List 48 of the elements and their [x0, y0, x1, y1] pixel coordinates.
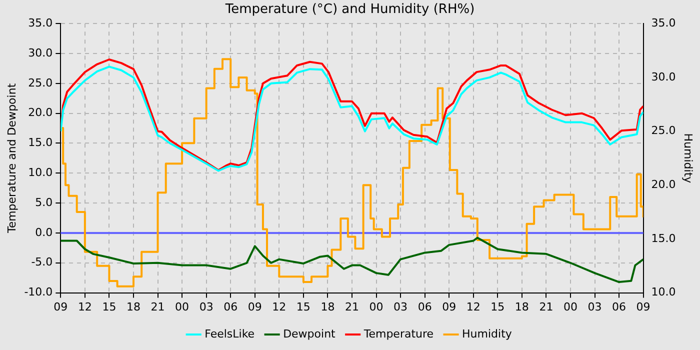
y-tick-label: 30.0 [28, 46, 53, 60]
x-tick-label: 03 [588, 300, 602, 314]
y2-axis-title: Humidity [682, 133, 695, 184]
y-tick-label: 20.0 [28, 106, 53, 120]
x-tick-label: 09 [636, 300, 650, 314]
y-tick-label: 10.0 [28, 166, 53, 180]
legend-label: Temperature [362, 327, 434, 340]
y2-tick-label: 10.0 [651, 286, 676, 299]
x-tick-label: 15 [102, 300, 116, 314]
legend-label: Humidity [462, 327, 512, 340]
x-tick-label: 12 [466, 300, 480, 314]
chart-title: Temperature (°C) and Humidity (RH%) [224, 2, 475, 18]
x-tick-label: 06 [418, 300, 432, 314]
x-tick-label: 21 [539, 300, 554, 314]
y2-tick-label: 20.0 [651, 178, 676, 191]
x-tick-label: 12 [272, 300, 286, 314]
x-tick-label: 18 [126, 300, 140, 314]
x-tick-label: 09 [54, 300, 68, 314]
y-tick-label: 0.0 [35, 226, 53, 239]
x-tick-label: 03 [199, 300, 214, 314]
x-tick-label: 00 [563, 300, 578, 314]
y2-tick-label: 30.0 [651, 70, 676, 84]
x-tick-label: 06 [224, 300, 238, 314]
y-tick-label: 35.0 [28, 16, 53, 30]
y-tick-label: -10.0 [24, 286, 53, 299]
y-tick-label: 25.0 [28, 76, 53, 90]
y-tick-label: 5.0 [35, 196, 53, 209]
y-tick-label: -5.0 [31, 256, 53, 269]
y2-tick-label: 15.0 [651, 232, 676, 245]
legend-label: Dewpoint [283, 327, 336, 340]
x-tick-label: 12 [78, 300, 92, 314]
x-tick-label: 03 [394, 300, 408, 314]
x-tick-label: 09 [442, 300, 456, 314]
x-tick-label: 15 [296, 300, 310, 314]
x-tick-label: 18 [514, 300, 529, 314]
legend-label: FeelsLike [204, 327, 255, 340]
x-tick-label: 00 [175, 300, 190, 314]
x-tick-label: 21 [344, 300, 359, 314]
x-tick-label: 21 [150, 300, 165, 314]
x-tick-label: 06 [612, 300, 626, 314]
x-tick-label: 18 [320, 300, 335, 314]
y2-tick-label: 25.0 [651, 124, 676, 138]
x-tick-label: 09 [248, 300, 262, 314]
y-axis-title: Temperature and Dewpoint [5, 82, 18, 234]
y-tick-label: 15.0 [28, 136, 53, 150]
y2-tick-label: 35.0 [651, 16, 676, 30]
x-tick-label: 00 [369, 300, 384, 314]
x-tick-label: 15 [490, 300, 505, 314]
